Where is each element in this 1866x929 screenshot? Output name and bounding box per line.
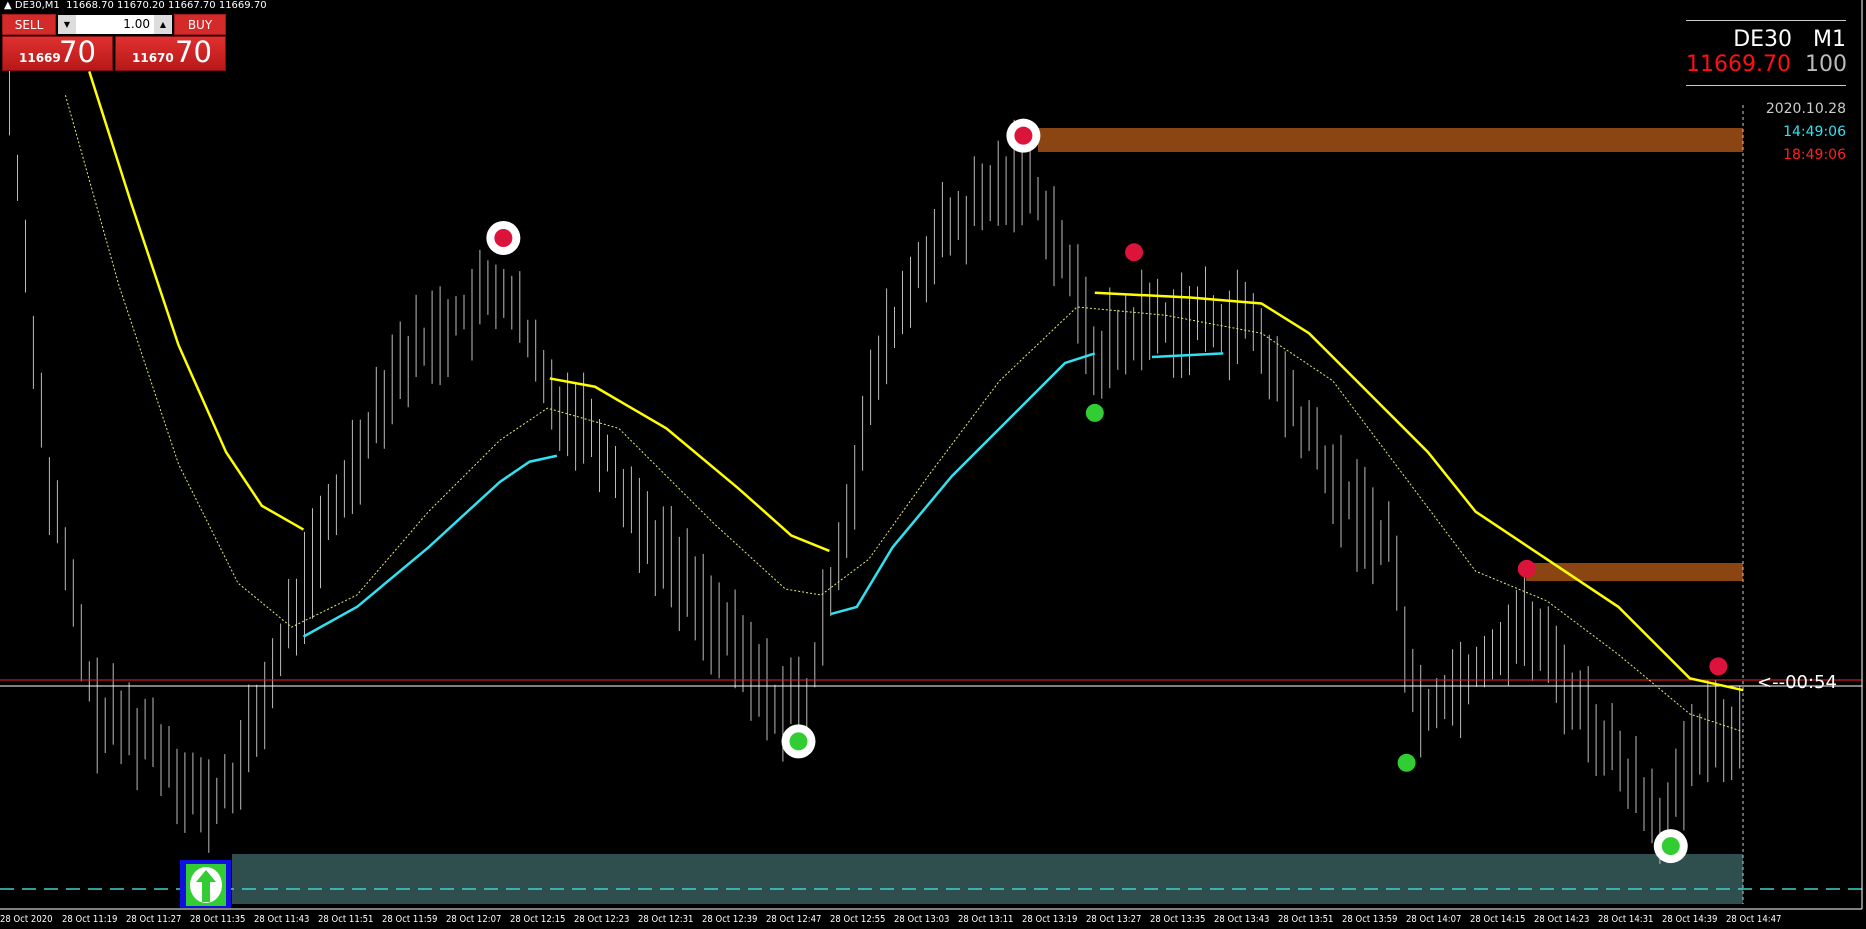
lot-size-stepper[interactable]: ▼ 1.00 ▲ <box>58 15 172 34</box>
info-server-time: 18:49:06 <box>1783 147 1846 163</box>
ohlc-values: 11668.70 11670.20 11667.70 11669.70 <box>66 0 267 11</box>
resistance-zone <box>1526 563 1743 581</box>
buy-price-small: 11670 <box>132 51 174 65</box>
info-symbol: DE30 <box>1733 27 1793 52</box>
buy-signal-dot <box>1397 753 1416 772</box>
buy-price-button[interactable]: 11670 70 <box>115 35 226 71</box>
time-axis-label: 28 Oct 12:55 <box>830 914 886 925</box>
buy-button[interactable]: BUY <box>174 14 226 35</box>
time-axis-label: 28 Oct 12:39 <box>702 914 758 925</box>
info-price: 11669.70 <box>1686 52 1791 77</box>
sell-price-small: 11669 <box>19 51 61 65</box>
time-axis-label: 28 Oct 13:27 <box>1086 914 1142 925</box>
lower-band-line <box>1151 352 1224 359</box>
lower-band-line <box>830 352 1096 616</box>
info-spread: 100 <box>1804 52 1847 77</box>
middle-band-line <box>64 95 1744 733</box>
time-axis-label: 28 Oct 11:19 <box>62 914 118 925</box>
sell-price-button[interactable]: 11669 70 <box>2 35 113 71</box>
time-axis-label: 28 Oct 14:31 <box>1598 914 1654 925</box>
time-axis-label: 28 Oct 11:51 <box>318 914 374 925</box>
time-axis-label: 28 Oct 11:43 <box>254 914 310 925</box>
time-axis-label: 28 Oct 2020 <box>0 914 53 925</box>
time-axis-label: 28 Oct 12:15 <box>510 914 566 925</box>
time-axis-label: 28 Oct 13:35 <box>1150 914 1206 925</box>
chart-header: ▲ DE30,M1 11668.70 11670.20 11667.70 116… <box>4 0 267 11</box>
buy-price-big: 70 <box>175 35 212 69</box>
upper-band-line <box>1094 291 1744 692</box>
time-axis-label: 28 Oct 13:51 <box>1278 914 1334 925</box>
info-date: 2020.10.28 <box>1765 101 1846 117</box>
time-axis-label: 28 Oct 14:47 <box>1726 914 1782 925</box>
time-axis-label: 28 Oct 14:15 <box>1470 914 1526 925</box>
buy-signal-ringed <box>1661 837 1680 856</box>
time-axis-label: 28 Oct 14:07 <box>1406 914 1462 925</box>
bar-countdown: <--00:54 <box>1757 672 1837 693</box>
time-axis-label: 28 Oct 13:19 <box>1022 914 1078 925</box>
time-axis-label: 28 Oct 13:59 <box>1342 914 1398 925</box>
time-axis-label: 28 Oct 12:31 <box>638 914 694 925</box>
sell-signal-dot <box>1517 559 1536 578</box>
support-zone <box>232 854 1743 904</box>
info-panel: DE30 M1 11669.70 100 2020.10.28 14:49:06… <box>1686 20 1847 167</box>
sell-price-big: 70 <box>59 35 96 69</box>
lower-band-line <box>302 454 558 638</box>
upper-band-line <box>88 71 305 531</box>
time-axis-label: 28 Oct 11:27 <box>126 914 182 925</box>
info-timeframe: M1 <box>1813 27 1846 52</box>
time-axis-label: 28 Oct 11:59 <box>382 914 438 925</box>
time-axis-label: 28 Oct 12:07 <box>446 914 502 925</box>
sell-signal-dot <box>1125 243 1144 262</box>
one-click-trade-panel: SELL ▼ 1.00 ▲ BUY 11669 70 11670 70 <box>2 14 226 71</box>
time-axis-label: 28 Oct 12:47 <box>766 914 822 925</box>
sell-signal-ringed <box>494 229 513 247</box>
buy-signal-dot <box>1085 403 1104 422</box>
buy-signal-ringed <box>789 732 808 751</box>
decrease-lot-icon[interactable]: ▼ <box>58 15 76 34</box>
divider <box>1686 20 1846 21</box>
resistance-zone <box>1038 128 1743 152</box>
info-local-time: 14:49:06 <box>1783 124 1846 140</box>
time-axis-label: 28 Oct 13:11 <box>958 914 1014 925</box>
buy-arrow-icon <box>180 860 231 908</box>
time-axis-label: 28 Oct 13:03 <box>894 914 950 925</box>
symbol-label: DE30,M1 <box>14 0 60 11</box>
time-axis-label: 28 Oct 12:23 <box>574 914 630 925</box>
sell-signal-dot <box>1709 657 1728 676</box>
time-axis-label: 28 Oct 11:35 <box>190 914 246 925</box>
time-axis-label: 28 Oct 14:39 <box>1662 914 1718 925</box>
lot-size-input[interactable]: 1.00 <box>123 17 150 31</box>
increase-lot-icon[interactable]: ▲ <box>154 15 172 34</box>
sell-button[interactable]: SELL <box>2 14 56 35</box>
sell-signal-ringed <box>1014 126 1033 145</box>
divider <box>1686 85 1846 86</box>
upper-band-line <box>549 377 830 553</box>
time-axis-label: 28 Oct 13:43 <box>1214 914 1270 925</box>
time-axis-label: 28 Oct 14:23 <box>1534 914 1590 925</box>
